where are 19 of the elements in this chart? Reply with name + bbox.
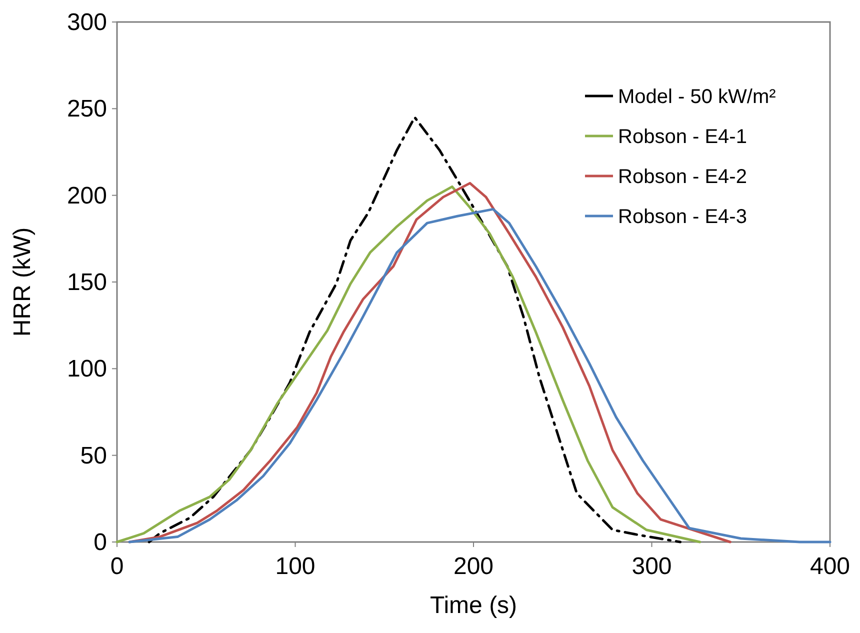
x-tick-label: 300 — [632, 553, 672, 580]
y-tick-label: 300 — [66, 9, 107, 36]
x-axis-title: Time (s) — [430, 592, 518, 619]
y-tick-label: 200 — [66, 182, 107, 210]
line-series — [128, 208, 832, 544]
y-tick-label: 50 — [80, 442, 107, 470]
legend-label: Model - 50 kW/m² — [618, 86, 776, 108]
x-tick-label: 0 — [110, 553, 124, 580]
y-tick-label: 100 — [66, 356, 107, 383]
x-tick-label: 200 — [453, 553, 494, 580]
y-tick-label: 250 — [66, 96, 107, 123]
legend-label: Robson - E4-2 — [618, 166, 747, 188]
y-tick-label: 150 — [66, 269, 107, 296]
legend-label: Robson - E4-3 — [618, 206, 747, 228]
legend-label: Robson - E4-1 — [618, 126, 747, 148]
y-tick-label: 0 — [94, 529, 107, 556]
x-tick-label: 400 — [810, 553, 850, 580]
y-axis-title: HRR (kW) — [9, 227, 36, 337]
x-tick-label: 100 — [275, 553, 316, 580]
